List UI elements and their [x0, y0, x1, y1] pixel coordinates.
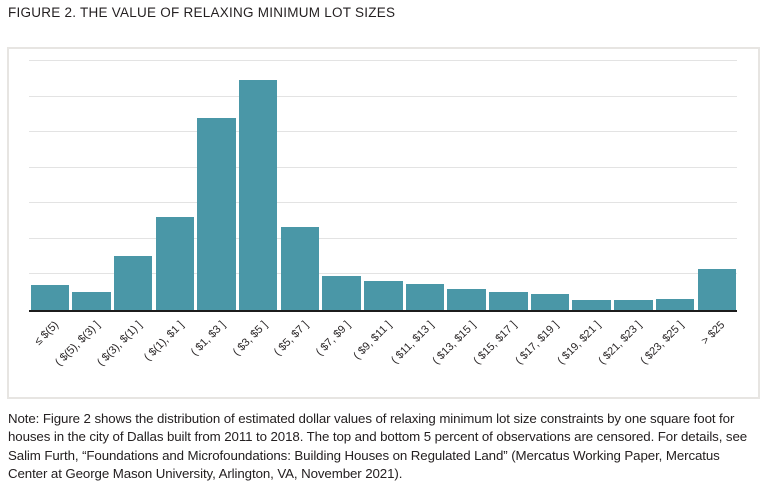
gridline-1	[29, 273, 737, 274]
x-tick-label: ≤ $(5)	[32, 319, 62, 348]
x-tick-label: ( $5, $7 ]	[271, 319, 312, 359]
x-tick-label: ( $23, $25 ]	[638, 319, 687, 367]
bar-3	[155, 216, 195, 310]
gridline-4	[29, 167, 737, 168]
figure-title: FIGURE 2. THE VALUE OF RELAXING MINIMUM …	[8, 5, 396, 20]
bar-13	[572, 300, 611, 310]
x-tick-labels: ≤ $(5)( $(5), $(3) ]( $(3), $(1) ]( $(1)…	[29, 312, 737, 394]
x-tick-label: ( $13, $15 ]	[429, 319, 478, 367]
plot-area	[29, 49, 737, 312]
bar-0	[30, 285, 69, 310]
bar-16	[697, 269, 736, 310]
bar-9	[405, 284, 445, 310]
bar-2	[113, 256, 153, 310]
gridline-6	[29, 96, 737, 97]
x-tick-label: ( $9, $11 ]	[351, 319, 395, 362]
bar-14	[614, 300, 653, 310]
gridline-3	[29, 202, 737, 203]
bar-1	[72, 292, 111, 310]
x-tick-label: ( $3, $5 ]	[230, 319, 270, 359]
x-tick-label: ( $15, $17 ]	[471, 319, 520, 367]
x-tick-label: ( $1, $3 ]	[188, 319, 228, 359]
x-tick-label: ( $(1), $1 ]	[141, 319, 187, 364]
bar-4	[197, 117, 236, 310]
bar-7	[322, 275, 361, 310]
x-tick-label: ( $21, $23 ]	[596, 319, 645, 367]
figure-note: Note: Figure 2 shows the distribution of…	[8, 411, 748, 482]
bar-12	[530, 294, 570, 310]
x-axis-line	[29, 310, 737, 312]
gridline-2	[29, 238, 737, 239]
x-tick-label: ( $7, $9 ]	[313, 319, 353, 359]
x-tick-label: ( $11, $13 ]	[388, 319, 437, 367]
gridline-5	[29, 131, 737, 132]
x-tick-label: > $25	[699, 319, 728, 348]
bars-group	[29, 49, 737, 310]
x-tick-label: ( $19, $21 ]	[554, 319, 603, 367]
bar-11	[489, 291, 528, 310]
chart-container: ≤ $(5)( $(5), $(3) ]( $(3), $(1) ]( $(1)…	[7, 47, 760, 399]
bar-5	[238, 79, 278, 310]
bar-15	[655, 299, 695, 310]
x-tick-label: ( $17, $19 ]	[513, 319, 562, 367]
bar-6	[280, 226, 320, 310]
bar-10	[447, 289, 486, 310]
bar-8	[364, 280, 403, 310]
gridline-7	[29, 60, 737, 61]
